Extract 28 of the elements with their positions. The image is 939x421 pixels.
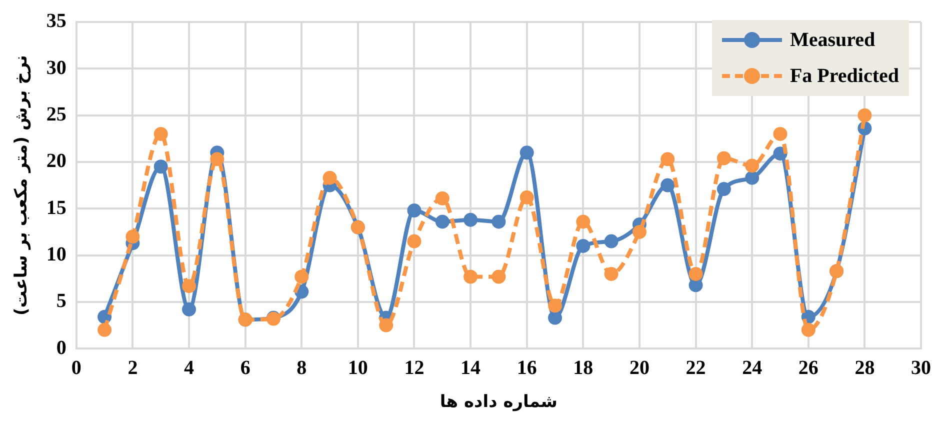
x-axis-title: شماره داده ها xyxy=(440,392,558,412)
y-axis-title: نرخ برش (متر مکعب بر ساعت) xyxy=(12,55,32,316)
y-tick-label: 35 xyxy=(46,10,66,32)
x-tick-label: 30 xyxy=(911,356,931,379)
x-tick-label: 4 xyxy=(184,356,194,379)
y-tick-label: 5 xyxy=(56,290,66,312)
x-tick-label: 18 xyxy=(573,356,594,379)
y-tick-label: 20 xyxy=(46,150,66,172)
x-tick-label: 6 xyxy=(240,356,250,379)
y-tick-label: 25 xyxy=(46,103,66,126)
x-tick-label: 16 xyxy=(516,356,537,379)
y-tick-label: 15 xyxy=(46,196,66,219)
y-tick-label: 0 xyxy=(56,336,66,359)
x-tick-label: 26 xyxy=(798,356,818,379)
x-tick-label: 8 xyxy=(296,356,307,379)
x-tick-label: 12 xyxy=(404,356,424,379)
x-tick-label: 0 xyxy=(71,356,82,379)
x-tick-label: 28 xyxy=(854,356,875,379)
y-tick-label: 10 xyxy=(46,243,66,266)
x-tick-label: 2 xyxy=(128,356,138,379)
y-tick-label: 30 xyxy=(46,56,66,79)
legend-label: Fa Predicted xyxy=(790,64,899,88)
legend-label: Measured xyxy=(790,28,876,52)
x-tick-label: 14 xyxy=(460,356,481,379)
x-tick-label: 20 xyxy=(629,356,650,379)
x-tick-label: 10 xyxy=(348,356,368,379)
x-tick-label: 22 xyxy=(686,356,706,379)
x-tick-label: 24 xyxy=(742,356,762,379)
